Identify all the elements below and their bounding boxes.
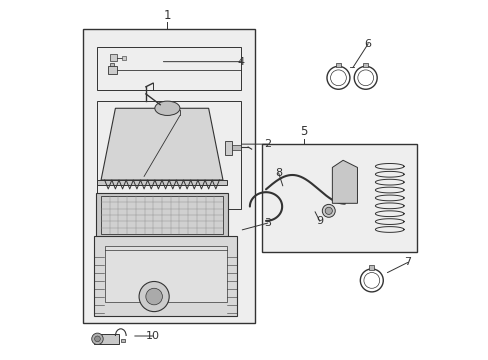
Circle shape <box>325 207 332 215</box>
Bar <box>101 196 223 234</box>
Bar <box>122 55 125 60</box>
Circle shape <box>145 288 162 305</box>
Text: 7: 7 <box>403 257 410 267</box>
Text: 6: 6 <box>364 39 371 49</box>
Bar <box>94 235 237 316</box>
Bar <box>262 144 416 252</box>
Text: 10: 10 <box>146 331 160 341</box>
Text: 5: 5 <box>299 125 307 138</box>
Text: 1: 1 <box>163 9 171 22</box>
Bar <box>104 246 226 302</box>
Circle shape <box>92 333 103 345</box>
Bar <box>83 30 255 323</box>
Bar <box>108 66 117 74</box>
Text: 2: 2 <box>264 139 271 149</box>
Bar <box>121 339 125 342</box>
Bar <box>368 265 373 270</box>
Bar <box>97 47 241 90</box>
Bar <box>363 63 367 67</box>
Circle shape <box>139 282 169 312</box>
Text: 9: 9 <box>316 216 323 226</box>
Bar <box>110 63 114 66</box>
Text: 8: 8 <box>274 168 282 178</box>
Circle shape <box>94 336 100 342</box>
Bar <box>231 145 241 149</box>
Bar <box>335 63 340 67</box>
Bar <box>97 101 241 209</box>
Circle shape <box>322 204 335 217</box>
Bar <box>110 54 117 61</box>
Text: 4: 4 <box>237 57 244 67</box>
Text: 3: 3 <box>264 218 271 228</box>
Polygon shape <box>101 108 223 180</box>
Bar <box>224 140 231 155</box>
Polygon shape <box>332 160 357 203</box>
Bar <box>96 193 228 237</box>
Bar <box>97 180 226 185</box>
Ellipse shape <box>155 101 180 116</box>
Bar <box>94 334 119 344</box>
